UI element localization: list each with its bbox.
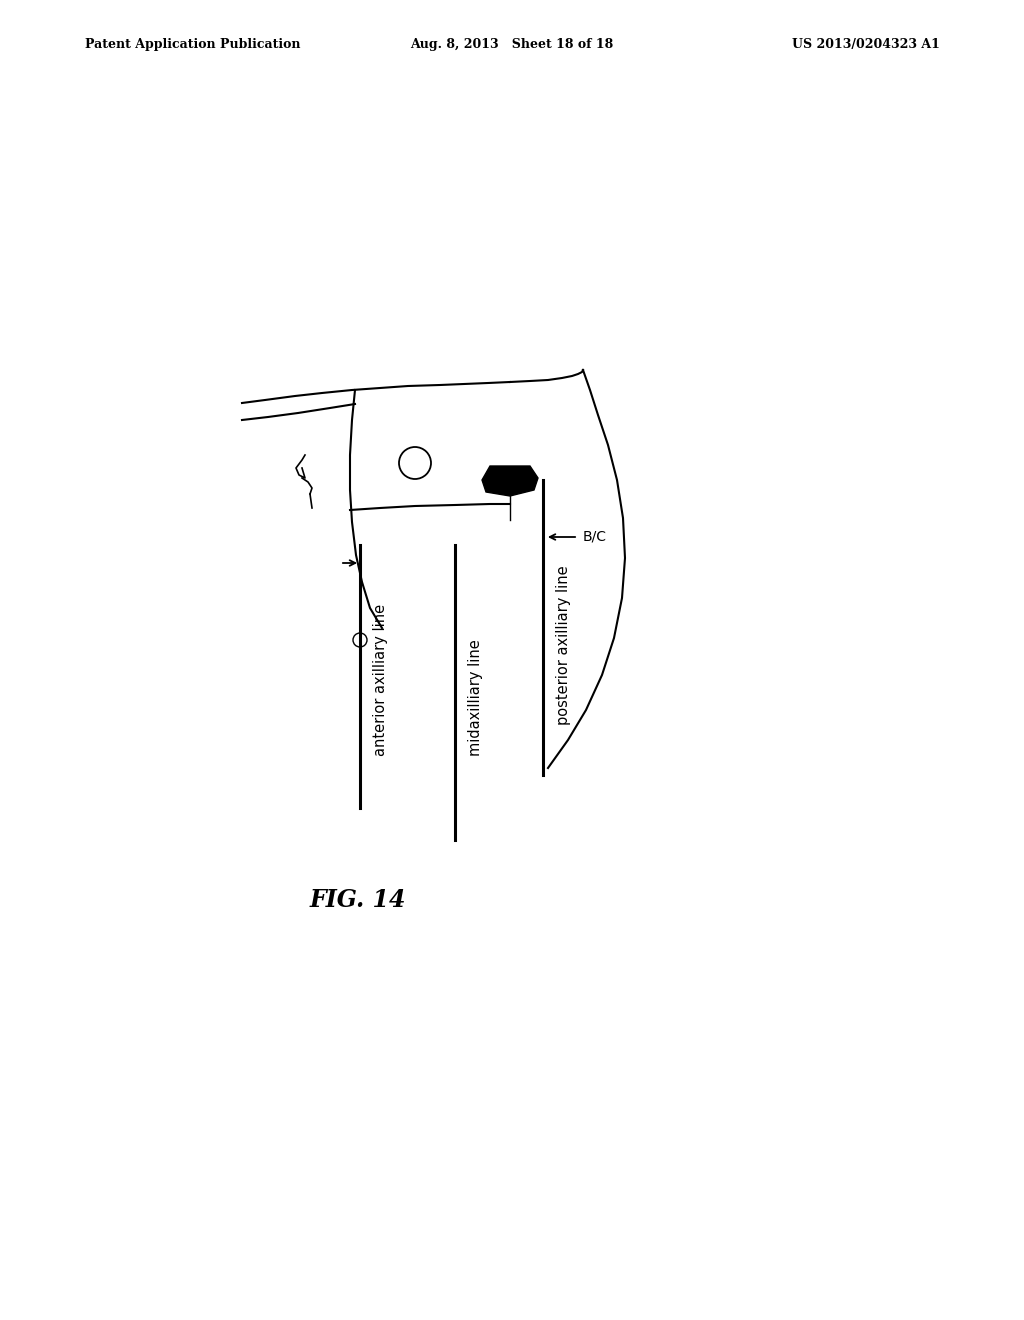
Text: anterior axilliary line: anterior axilliary line	[373, 605, 388, 756]
Text: Aug. 8, 2013   Sheet 18 of 18: Aug. 8, 2013 Sheet 18 of 18	[411, 38, 613, 51]
Text: FIG. 14: FIG. 14	[310, 888, 407, 912]
Text: Patent Application Publication: Patent Application Publication	[85, 38, 300, 51]
Text: B/C: B/C	[583, 531, 607, 544]
Text: US 2013/0204323 A1: US 2013/0204323 A1	[793, 38, 940, 51]
Text: posterior axilliary line: posterior axilliary line	[556, 565, 571, 725]
Polygon shape	[482, 466, 538, 496]
Text: midaxilliary line: midaxilliary line	[468, 640, 483, 756]
